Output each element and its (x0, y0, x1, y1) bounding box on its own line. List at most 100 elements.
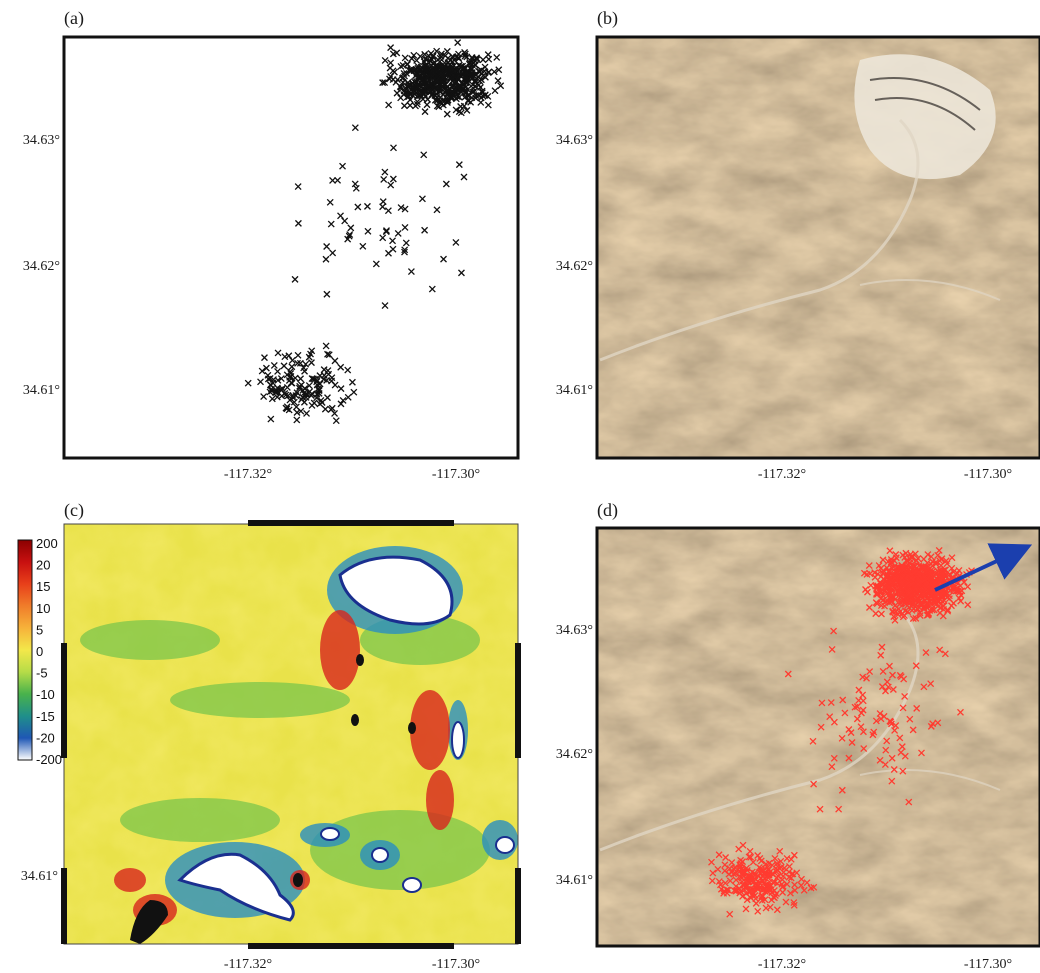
x-marker-icon (760, 879, 768, 887)
x-marker-icon (491, 87, 499, 95)
x-marker-icon (886, 662, 893, 670)
x-marker-icon (876, 710, 884, 718)
x-marker-icon (948, 564, 956, 572)
x-marker-icon (714, 865, 722, 873)
x-marker-icon (414, 83, 422, 91)
x-marker-icon (473, 56, 481, 64)
x-marker-icon (293, 389, 301, 397)
x-marker-icon (288, 356, 296, 364)
colorbar-label: 15 (36, 579, 50, 594)
x-marker-icon (394, 76, 401, 84)
x-marker-icon (493, 53, 501, 61)
x-marker-icon (848, 739, 856, 746)
x-marker-icon (313, 390, 321, 398)
x-marker-icon (264, 375, 272, 383)
x-marker-icon (855, 686, 863, 694)
x-marker-icon (881, 761, 889, 769)
panel-d-imagery (597, 528, 1040, 946)
x-marker-icon (289, 394, 297, 402)
x-marker-icon (405, 88, 413, 96)
x-marker-icon (927, 553, 935, 561)
x-marker-icon (419, 70, 427, 78)
colorbar-label: 200 (36, 536, 58, 551)
x-marker-icon (887, 589, 895, 597)
x-marker-icon (877, 595, 885, 603)
panel-d-lon-tick-1: -117.32° (758, 957, 806, 972)
x-marker-icon (397, 204, 405, 212)
x-marker-icon (964, 601, 972, 609)
x-marker-icon (901, 692, 909, 700)
x-marker-icon (907, 574, 915, 582)
x-marker-icon (830, 627, 838, 635)
x-marker-icon (897, 599, 905, 607)
x-marker-icon (337, 400, 345, 408)
x-marker-icon (438, 50, 445, 58)
colorbar-label: -15 (36, 709, 55, 724)
x-marker-icon (437, 71, 445, 79)
x-marker-icon (421, 108, 429, 116)
x-marker-icon (274, 376, 282, 384)
x-marker-icon (898, 743, 906, 751)
x-marker-icon (460, 173, 468, 181)
x-marker-icon (754, 907, 762, 915)
x-marker-icon (468, 60, 476, 68)
x-marker-icon (745, 853, 753, 861)
x-marker-icon (780, 868, 788, 876)
x-marker-icon (720, 889, 728, 897)
x-marker-icon (379, 79, 387, 87)
x-marker-icon (899, 767, 907, 775)
x-marker-icon (393, 89, 401, 97)
x-marker-icon (882, 597, 890, 605)
x-marker-icon (443, 47, 451, 55)
x-marker-icon (955, 594, 963, 602)
x-marker-icon (332, 417, 340, 425)
x-marker-icon (730, 870, 738, 878)
x-marker-icon (743, 896, 751, 904)
x-marker-icon (873, 600, 881, 608)
x-marker-icon (294, 219, 302, 227)
x-marker-icon (859, 691, 867, 699)
x-marker-icon (260, 393, 268, 401)
x-marker-icon (266, 374, 274, 382)
x-marker-icon (859, 697, 867, 705)
x-marker-icon (875, 562, 883, 570)
x-marker-icon (899, 704, 907, 712)
x-marker-icon (909, 726, 917, 734)
x-marker-icon (920, 683, 928, 691)
x-marker-icon (726, 877, 734, 885)
x-marker-icon (460, 102, 468, 110)
x-marker-icon (385, 249, 392, 257)
x-marker-icon (418, 195, 426, 203)
x-marker-icon (455, 108, 463, 116)
x-marker-icon (946, 587, 954, 594)
x-marker-icon (872, 717, 880, 725)
x-marker-icon (886, 717, 894, 725)
x-marker-icon (351, 180, 359, 188)
x-marker-icon (389, 237, 397, 245)
x-marker-icon (305, 382, 313, 390)
x-marker-icon (410, 86, 418, 94)
panel-c-label: (c) (64, 500, 84, 521)
x-marker-icon (300, 398, 308, 406)
x-marker-icon (737, 873, 745, 881)
x-marker-icon (429, 72, 437, 80)
x-marker-icon (449, 53, 457, 61)
x-marker-icon (433, 206, 441, 214)
x-marker-icon (936, 557, 944, 565)
x-marker-icon (847, 729, 855, 737)
x-marker-icon (877, 715, 885, 723)
x-marker-icon (742, 905, 750, 913)
x-marker-icon (927, 680, 935, 688)
x-marker-icon (883, 678, 891, 686)
x-marker-icon (883, 572, 891, 580)
x-marker-icon (407, 67, 415, 75)
x-marker-icon (853, 703, 861, 711)
panel-b-label: (b) (597, 8, 618, 29)
panel-b-frame (595, 35, 1040, 460)
x-marker-icon (270, 362, 278, 369)
x-marker-icon (446, 61, 453, 69)
panel-d-lat-tick-2: 34.62° (556, 747, 593, 762)
x-marker-icon (922, 649, 930, 656)
x-marker-icon (838, 786, 846, 794)
x-marker-icon (773, 906, 781, 914)
